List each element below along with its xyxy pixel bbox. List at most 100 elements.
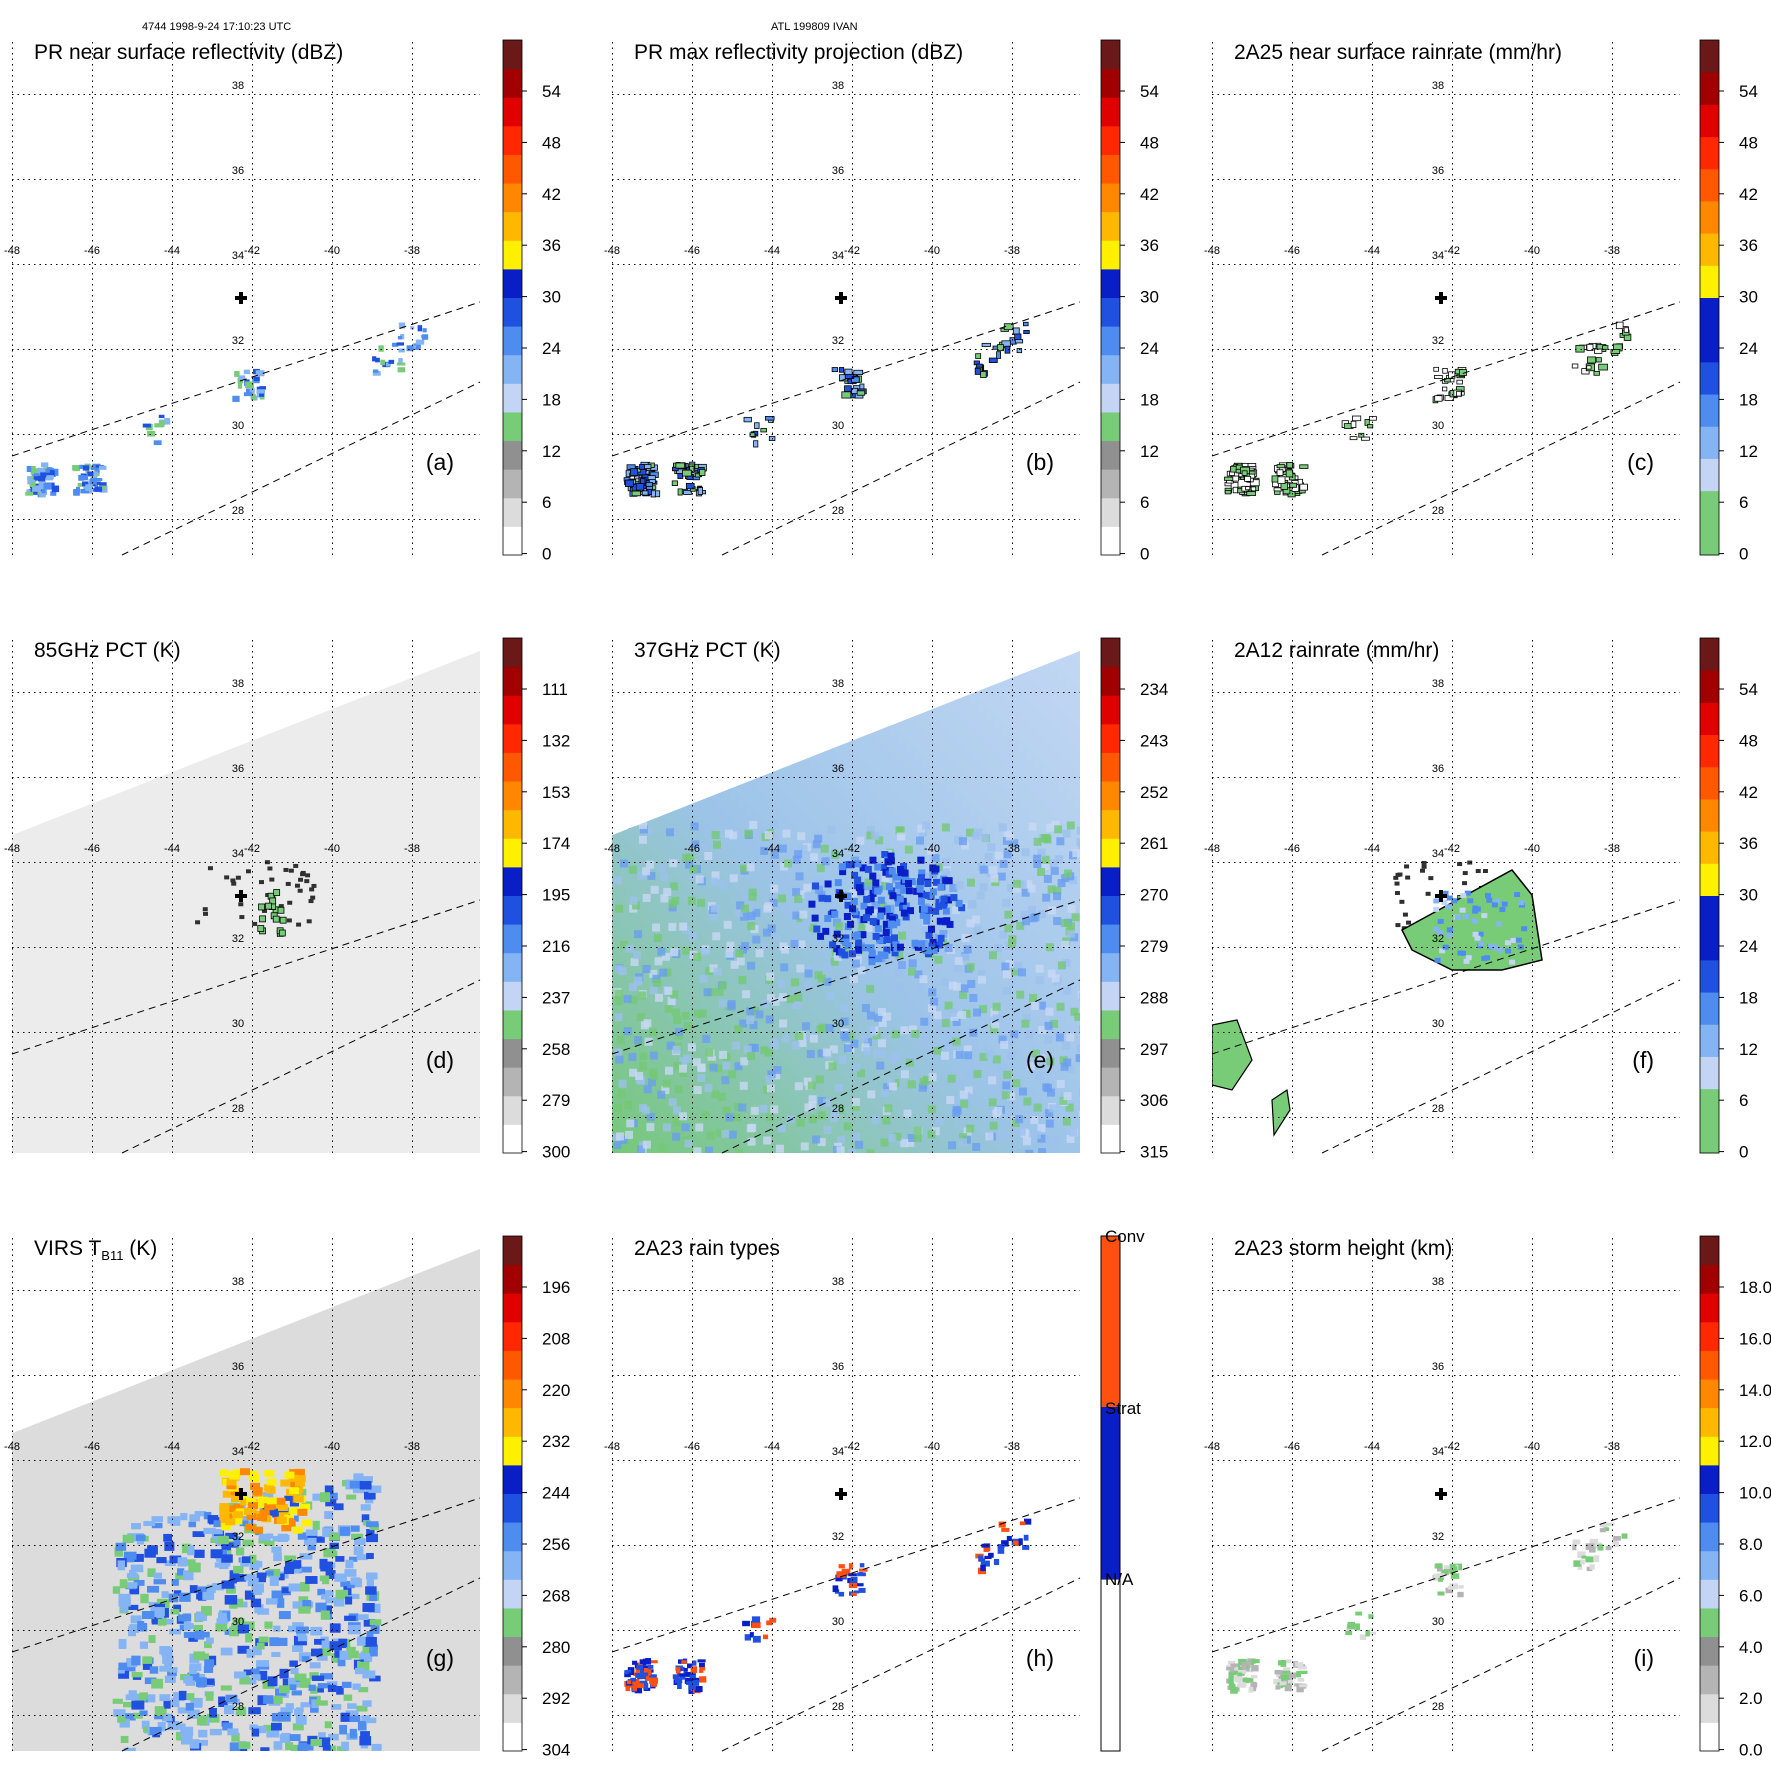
pct-core-pixel	[893, 873, 901, 881]
cloud-pixel	[151, 1522, 163, 1529]
pct-pixel	[1025, 1149, 1034, 1153]
pct-pixel	[670, 948, 679, 957]
pct-pixel	[1004, 910, 1013, 919]
echo-pixel	[372, 371, 381, 376]
pct-pixel	[770, 820, 779, 829]
lat-label: 32	[232, 1531, 244, 1543]
cbar-tick-label: 132	[542, 731, 570, 750]
pct-pixel	[1030, 1116, 1039, 1125]
swath-edge-south	[1321, 1577, 1681, 1752]
pct-pixel	[729, 874, 738, 883]
cloud-pixel	[195, 1677, 208, 1687]
echo-pixel	[672, 1674, 680, 1680]
pct-pixel	[984, 852, 993, 861]
cold-top-pixel	[257, 1496, 268, 1504]
cloud-pixel	[346, 1646, 356, 1652]
cloud-pixel	[235, 1547, 245, 1556]
echo-pixel	[1006, 1535, 1012, 1541]
cbar-band	[1101, 1038, 1120, 1068]
pct-pixel	[617, 1089, 626, 1098]
cbar-band	[503, 1350, 522, 1380]
pct-pixel	[633, 951, 642, 960]
cbar-band	[1101, 666, 1120, 696]
cbar-tick-label: 279	[542, 1091, 570, 1110]
pct-pixel	[1061, 940, 1070, 949]
cloud-pixel	[298, 1606, 311, 1614]
cloud-pixel	[183, 1621, 191, 1631]
cloud-pixel	[311, 1648, 323, 1657]
pct-core-pixel	[911, 939, 919, 947]
pct-pixel	[922, 821, 931, 830]
low-pct-cell	[1421, 864, 1427, 869]
pct-pixel	[652, 974, 661, 983]
pct-pixel	[747, 1052, 756, 1061]
cloud-pixel	[168, 1593, 179, 1603]
pct-pixel	[935, 1118, 944, 1127]
pct-pixel	[728, 1130, 737, 1139]
lat-label: 34	[1432, 1446, 1444, 1458]
pct-pixel	[1051, 974, 1060, 983]
cloud-pixel	[280, 1707, 293, 1714]
low-pct-cell	[285, 881, 291, 886]
pct-pixel	[1016, 921, 1025, 930]
cbar-band	[503, 866, 522, 896]
echo-pixel	[838, 367, 845, 373]
pct-pixel	[1001, 1091, 1010, 1100]
echo-pixel	[90, 478, 97, 485]
lon-label: -44	[1364, 843, 1380, 855]
cloud-pixel	[276, 1573, 285, 1581]
pct-pixel	[781, 1034, 790, 1043]
pct-core-pixel	[939, 901, 947, 909]
pct-green-cell	[272, 915, 280, 923]
echo-pixel	[26, 465, 32, 473]
pct-core-pixel	[868, 949, 876, 957]
cold-top-pixel	[254, 1500, 265, 1508]
cbar-tick-label: 153	[542, 783, 570, 802]
pct-pixel	[714, 1064, 723, 1073]
pct-pixel	[740, 912, 749, 921]
echo-pixel	[1606, 1522, 1615, 1527]
pct-pixel	[993, 944, 1002, 953]
pct-pixel	[949, 883, 958, 892]
pct-pixel	[735, 949, 744, 958]
pct-pixel	[990, 1025, 999, 1034]
pct-core-pixel	[896, 943, 904, 951]
echo-pixel	[677, 1673, 686, 1678]
echo-pixel	[674, 1677, 683, 1684]
lon-label: -48	[4, 843, 20, 855]
cold-top-pixel	[222, 1490, 233, 1498]
low-pct-cell	[311, 883, 317, 888]
pct-pixel	[843, 1122, 852, 1131]
low-pct-cell	[288, 868, 294, 873]
pct-pixel	[1048, 906, 1057, 915]
pct-pixel	[969, 1028, 978, 1037]
echo-pixel	[51, 468, 59, 476]
pct-pixel	[1018, 1087, 1027, 1096]
cloud-pixel	[175, 1572, 185, 1580]
pct-pixel	[850, 919, 859, 928]
echo-pixel	[1448, 371, 1456, 379]
pct-pixel	[713, 967, 722, 976]
cloud-pixel	[366, 1578, 374, 1589]
cloud-pixel	[292, 1645, 303, 1652]
cbar-band	[1700, 766, 1719, 800]
echo-pixel	[1349, 436, 1358, 441]
cloud-pixel	[311, 1699, 319, 1709]
echo-pixel	[80, 488, 90, 494]
cbar-band	[1700, 426, 1719, 459]
cold-top-pixel	[292, 1526, 303, 1534]
cloud-pixel	[363, 1476, 373, 1483]
echo-pixel	[1251, 1682, 1258, 1688]
pct-core-pixel	[838, 863, 846, 871]
pct-pixel	[786, 1115, 795, 1124]
echo-pixel	[1224, 476, 1234, 481]
pct-pixel	[1002, 898, 1011, 907]
pct-pixel	[1003, 987, 1012, 996]
pct-pixel	[822, 1048, 831, 1057]
pct-pixel	[1033, 854, 1042, 863]
pct-pixel	[629, 983, 638, 992]
echo-pixel	[1442, 386, 1448, 392]
echo-pixel	[1251, 1659, 1260, 1664]
pct-pixel	[679, 1064, 688, 1073]
data-layer	[1212, 860, 1543, 1137]
